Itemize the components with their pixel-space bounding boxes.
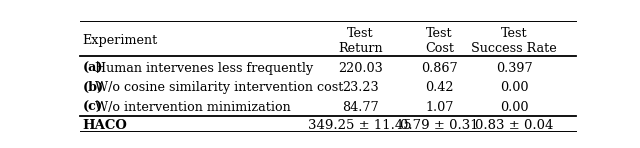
Text: W/o intervention minimization: W/o intervention minimization [92,101,291,114]
Text: (b): (b) [83,81,104,94]
Text: 0.00: 0.00 [500,101,528,114]
Text: 0.42: 0.42 [426,81,454,94]
Text: 220.03: 220.03 [338,62,383,75]
Text: 84.77: 84.77 [342,101,378,114]
Text: Test
Cost: Test Cost [425,26,454,55]
Text: HACO: HACO [83,119,127,132]
Text: 0.79 ± 0.31: 0.79 ± 0.31 [400,119,479,132]
Text: 0.00: 0.00 [500,81,528,94]
Text: Experiment: Experiment [83,34,157,47]
Text: Human intervenes less frequently: Human intervenes less frequently [92,62,314,75]
Text: 0.397: 0.397 [496,62,532,75]
Text: Test
Return: Test Return [338,26,383,55]
Text: 0.83 ± 0.04: 0.83 ± 0.04 [475,119,553,132]
Text: 23.23: 23.23 [342,81,378,94]
Text: Test
Success Rate: Test Success Rate [471,26,557,55]
Text: W/o cosine similarity intervention cost: W/o cosine similarity intervention cost [92,81,344,94]
Text: (c): (c) [83,101,102,114]
Text: 0.867: 0.867 [421,62,458,75]
Text: (a): (a) [83,62,103,75]
Text: 1.07: 1.07 [426,101,454,114]
Text: 349.25 ± 11.45: 349.25 ± 11.45 [308,119,412,132]
